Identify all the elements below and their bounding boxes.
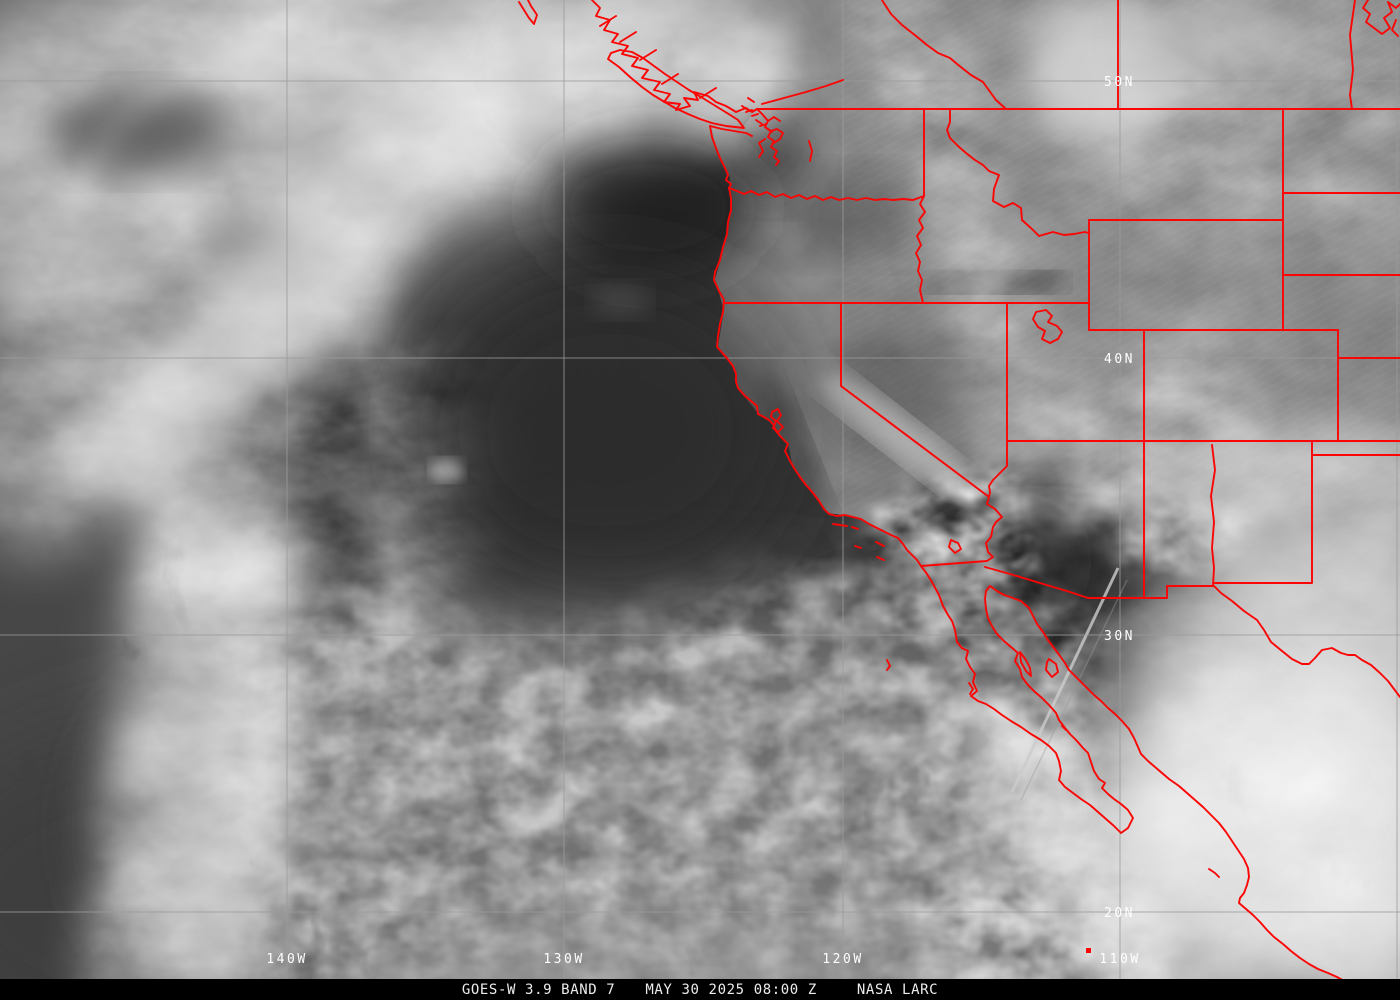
lat-label-40n: 40N [1104,352,1135,367]
lat-label-30n: 30N [1104,629,1135,644]
lat-label-20n: 20N [1104,906,1135,921]
salton-sea [948,539,962,554]
coast-olympic-peninsula [709,125,732,189]
cedros-island [968,682,974,695]
border-nv-ut-az [988,302,1008,498]
border-new-mexico-texas [1212,440,1400,584]
lon-label-130w: 130W [543,952,584,967]
bc-fjord-inlets [599,15,717,99]
border-wa-or-columbia-river [728,187,925,201]
border-bc-alberta [881,0,1007,110]
credit-label: NASA LARC [856,981,939,998]
lake-winnipegosis-shore [1362,0,1400,37]
coast-oregon-california [713,187,922,567]
strait-juan-de-fuca [709,125,753,137]
lon-label-110w: 110W [1099,952,1140,967]
socorro-island [1086,948,1091,953]
border-idaho-montana [946,108,1090,237]
lon-label-140w: 140W [266,952,307,967]
map-borders-overlay [518,0,1400,1000]
border-saskatchewan-manitoba [1349,0,1356,110]
coast-vancouver-island [607,49,745,129]
rio-grande-new-mexico [1210,444,1216,587]
grid-labels: 50N 40N 30N 20N 140W 130W 120W 110W [266,75,1140,967]
coast-british-columbia [591,0,758,113]
product-label: GOES-W 3.9 BAND 7 [461,981,616,998]
coast-baja-and-mainland-mexico [920,565,1380,1000]
lat-label-50n: 50N [1104,75,1135,90]
caption-bar: GOES-W 3.9 BAND 7 MAY 30 2025 08:00 Z NA… [0,979,1400,1000]
puget-sound [745,108,784,166]
border-us-mexico-california [920,560,988,567]
gulf-islands [741,97,773,133]
islas-marias [1208,868,1220,878]
border-us-mexico-az-nm-rio-grande [984,566,1400,698]
fraser-river [761,79,844,105]
latlon-gridlines [0,0,1400,979]
san-francisco-bay [770,408,784,433]
channel-islands [832,523,885,561]
great-salt-lake [1032,309,1063,344]
guadalupe-island [886,659,891,671]
lon-label-120w: 120W [822,952,863,967]
washington-lake [808,140,813,162]
gulf-of-california-islands [1019,651,1067,731]
timestamp-label: MAY 30 2025 08:00 Z [645,981,817,998]
border-idaho-west-snake-river [915,108,926,304]
haida-gwaii [518,0,538,25]
